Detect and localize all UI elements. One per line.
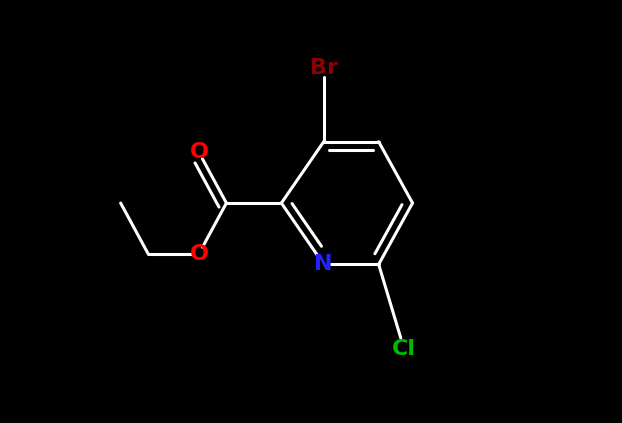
Text: N: N <box>315 254 333 275</box>
Text: O: O <box>190 142 208 162</box>
Text: O: O <box>190 244 208 264</box>
Text: Cl: Cl <box>392 339 416 359</box>
Text: Br: Br <box>310 58 338 78</box>
